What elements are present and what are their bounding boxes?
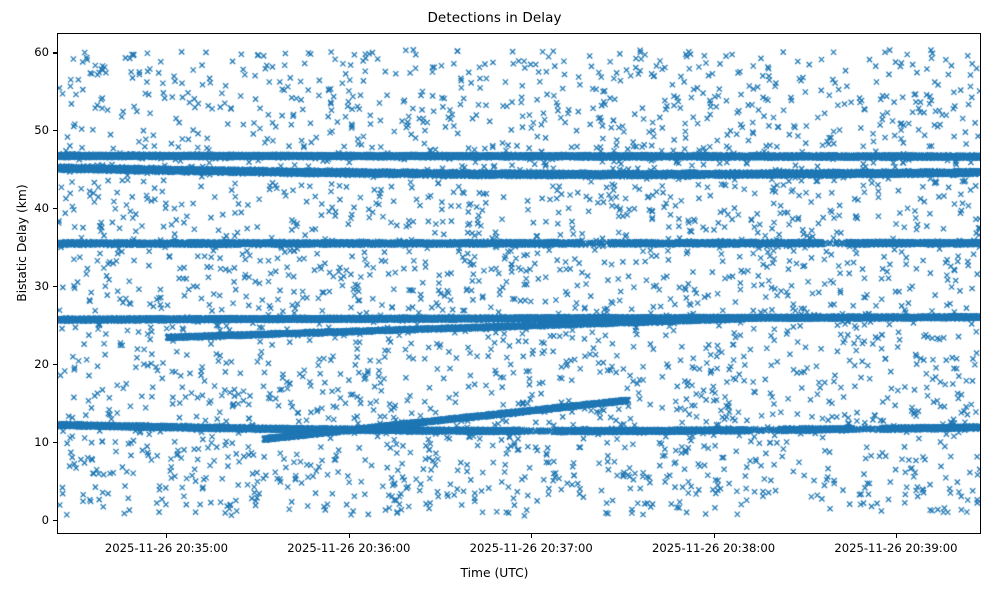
x-axis-label: Time (UTC): [460, 566, 529, 580]
plot-area: [57, 33, 981, 534]
x-tick-mark: [895, 534, 897, 538]
x-tick-mark: [713, 534, 715, 538]
scatter-series: [58, 34, 980, 533]
x-tick-label: 2025-11-26 20:37:00: [469, 541, 593, 555]
x-tick-mark: [348, 534, 350, 538]
x-tick-mark: [166, 534, 168, 538]
y-tick-mark: [53, 519, 57, 522]
y-tick-label: 0: [41, 512, 49, 527]
chart-title: Detections in Delay: [427, 10, 562, 26]
y-tick-mark: [53, 442, 57, 444]
y-tick-mark: [53, 52, 57, 54]
y-tick-mark: [53, 364, 57, 366]
y-tick-mark: [53, 208, 57, 210]
x-tick-label: 2025-11-26 20:35:00: [104, 541, 228, 555]
y-tick-label: 60: [34, 45, 49, 60]
x-tick-label: 2025-11-26 20:38:00: [651, 541, 776, 555]
x-tick-mark: [531, 534, 533, 538]
y-axis-label: Bistatic Delay (km): [15, 184, 29, 302]
y-tick-label: 40: [34, 201, 49, 216]
y-tick-mark: [53, 130, 57, 132]
y-tick-mark: [53, 286, 57, 288]
y-tick-label: 30: [34, 279, 49, 294]
x-tick-label: 2025-11-26 20:36:00: [287, 541, 411, 555]
y-tick-label: 50: [34, 123, 49, 138]
x-tick-label: 2025-11-26 20:39:00: [834, 541, 958, 555]
y-tick-label: 20: [34, 357, 49, 372]
y-tick-label: 10: [34, 435, 49, 450]
